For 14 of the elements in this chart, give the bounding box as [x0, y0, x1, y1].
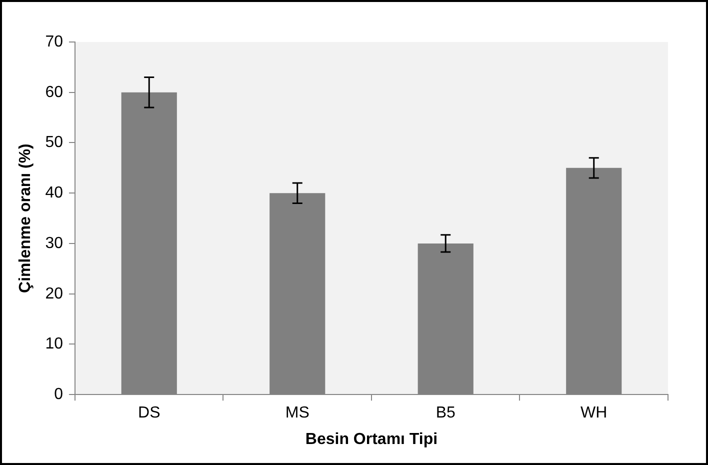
y-tick-label: 0 — [54, 386, 64, 404]
y-axis-title: Çimlenme oranı (%) — [17, 144, 34, 293]
y-tick-label: 60 — [45, 84, 64, 101]
x-axis-title: Besin Ortamı Tipi — [305, 430, 438, 448]
y-tick-label: 40 — [45, 184, 64, 202]
x-tick-label: B5 — [436, 404, 456, 422]
x-tick-label: DS — [138, 404, 160, 422]
x-tick-label: WH — [580, 404, 608, 422]
y-tick-label: 50 — [45, 134, 64, 152]
y-tick-label: 10 — [45, 336, 64, 353]
y-tick-label: 30 — [45, 234, 64, 252]
y-tick-label: 20 — [45, 285, 64, 302]
x-tick-label: MS — [285, 404, 310, 422]
y-tick-label: 70 — [45, 33, 64, 50]
